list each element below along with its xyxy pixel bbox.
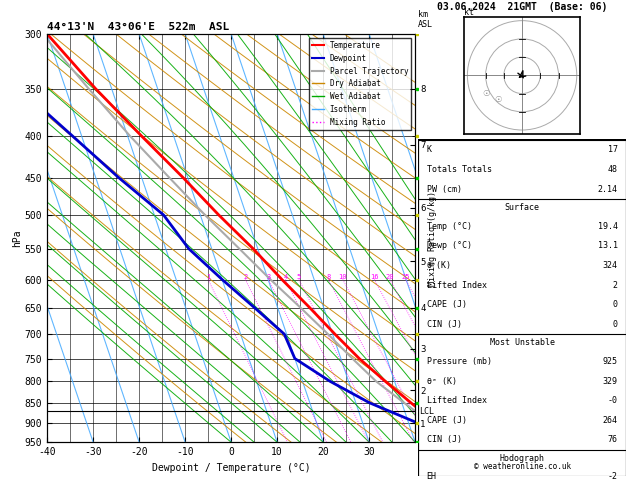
Text: EH: EH: [426, 472, 437, 482]
Text: 44°13'N  43°06'E  522m  ASL: 44°13'N 43°06'E 522m ASL: [47, 22, 230, 32]
Text: 3: 3: [266, 274, 270, 279]
Text: -0: -0: [608, 396, 618, 405]
Text: 19.4: 19.4: [598, 222, 618, 231]
Text: 4: 4: [283, 274, 287, 279]
Text: 13.1: 13.1: [598, 242, 618, 250]
Text: 76: 76: [608, 435, 618, 444]
Text: 2.14: 2.14: [598, 185, 618, 194]
Text: 2: 2: [243, 274, 247, 279]
Text: 03.06.2024  21GMT  (Base: 06): 03.06.2024 21GMT (Base: 06): [437, 2, 607, 13]
X-axis label: Dewpoint / Temperature (°C): Dewpoint / Temperature (°C): [152, 463, 311, 473]
Text: -2: -2: [608, 472, 618, 482]
Text: 17: 17: [608, 145, 618, 155]
Text: ☉: ☉: [494, 94, 502, 104]
Text: PW (cm): PW (cm): [426, 185, 462, 194]
Text: Pressure (mb): Pressure (mb): [426, 357, 492, 366]
Text: Dewp (°C): Dewp (°C): [426, 242, 472, 250]
Text: Hodograph: Hodograph: [499, 454, 545, 463]
Text: 5: 5: [297, 274, 301, 279]
Text: θᵉ(K): θᵉ(K): [426, 261, 452, 270]
Text: 0: 0: [613, 300, 618, 309]
Text: Surface: Surface: [504, 203, 540, 212]
Text: Lifted Index: Lifted Index: [426, 280, 487, 290]
Text: θᵉ (K): θᵉ (K): [426, 377, 457, 385]
Text: 925: 925: [603, 357, 618, 366]
Text: Most Unstable: Most Unstable: [489, 338, 555, 347]
Text: 10: 10: [338, 274, 347, 279]
Text: km
ASL: km ASL: [418, 10, 433, 29]
Text: 2: 2: [613, 280, 618, 290]
Legend: Temperature, Dewpoint, Parcel Trajectory, Dry Adiabat, Wet Adiabat, Isotherm, Mi: Temperature, Dewpoint, Parcel Trajectory…: [309, 38, 411, 130]
Text: CIN (J): CIN (J): [426, 435, 462, 444]
Text: Lifted Index: Lifted Index: [426, 396, 487, 405]
Text: 20: 20: [386, 274, 394, 279]
Text: CAPE (J): CAPE (J): [426, 300, 467, 309]
Text: K: K: [426, 145, 431, 155]
Text: 25: 25: [401, 274, 409, 279]
Text: CAPE (J): CAPE (J): [426, 416, 467, 425]
Text: 0: 0: [613, 320, 618, 329]
Text: kt: kt: [464, 8, 474, 17]
Text: 1: 1: [206, 274, 210, 279]
Text: 264: 264: [603, 416, 618, 425]
Text: 324: 324: [603, 261, 618, 270]
Text: 16: 16: [370, 274, 379, 279]
Text: Totals Totals: Totals Totals: [426, 165, 492, 174]
Text: CIN (J): CIN (J): [426, 320, 462, 329]
Text: ☉: ☉: [482, 89, 489, 98]
Text: 8: 8: [326, 274, 330, 279]
Y-axis label: hPa: hPa: [12, 229, 22, 247]
Text: LCL: LCL: [420, 407, 434, 416]
Text: 329: 329: [603, 377, 618, 385]
Text: © weatheronline.co.uk: © weatheronline.co.uk: [474, 462, 571, 471]
Text: Temp (°C): Temp (°C): [426, 222, 472, 231]
Y-axis label: Mixing Ratio (g/kg): Mixing Ratio (g/kg): [428, 191, 437, 286]
Text: 48: 48: [608, 165, 618, 174]
